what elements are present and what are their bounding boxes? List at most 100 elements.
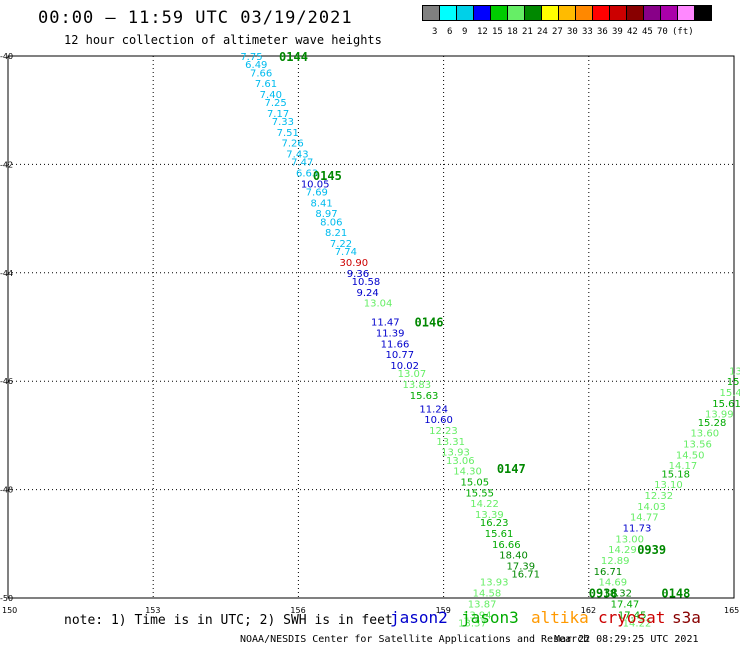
wave-height-value: 13.94 (463, 610, 492, 621)
pass-time-label: 0939 (637, 543, 666, 557)
legend-label: 27 (552, 27, 563, 37)
page-subtitle: 12 hour collection of altimeter wave hei… (64, 33, 382, 47)
legend-label: 6 (447, 27, 453, 37)
wave-height-value: 7.61 (255, 79, 277, 90)
wave-height-value: 15.2 (727, 377, 740, 388)
x-tick-label: 162 (581, 606, 596, 615)
wave-height-value: 14.22 (470, 499, 499, 510)
satellite-label: cryosat (598, 608, 666, 627)
wave-height-value: 10.58 (352, 277, 381, 288)
wave-height-value: 14.77 (630, 513, 659, 524)
wave-height-value: 8.06 (320, 217, 342, 228)
wave-height-value: 14.30 (453, 467, 482, 478)
wave-height-value: 13.83 (402, 380, 431, 391)
page-title: 00:00 – 11:59 UTC 03/19/2021 (38, 8, 353, 28)
legend-label: 33 (582, 27, 593, 37)
wave-height-value: 16.71 (511, 570, 540, 581)
legend-label: (ft) (672, 27, 694, 37)
satellite-label: s3a (672, 608, 701, 627)
wave-height-value: 11.73 (623, 524, 652, 535)
wave-height-value: 14.58 (473, 589, 502, 600)
satellite-label: jason2 (390, 608, 448, 627)
wave-height-value: 15.61 (712, 399, 740, 410)
legend-label: 30 (567, 27, 578, 37)
wave-height-value: 11.47 (371, 318, 400, 329)
wave-height-value: 7.25 (265, 98, 287, 109)
wave-height-value: 6.49 (245, 60, 267, 71)
legend-label: 9 (462, 27, 468, 37)
pass-time-label: 0147 (497, 462, 526, 476)
legend-label: 70 (657, 27, 668, 37)
footer-timestamp: Mar 22 08:29:25 UTC 2021 (554, 634, 699, 645)
wave-height-value: 6.63 (296, 169, 318, 180)
wave-height-value: 13.06 (446, 456, 475, 467)
wave-height-value: 13 (729, 366, 740, 377)
y-tick-label: -44 (0, 269, 13, 278)
wave-height-value: 16.23 (480, 518, 509, 529)
wave-height-value: 14.03 (637, 502, 666, 513)
wave-height-value: 17.45 (618, 610, 647, 621)
pass-time-label: 0148 (661, 587, 690, 601)
wave-height-value: 8.21 (325, 228, 347, 239)
wave-height-value: 12.23 (429, 426, 458, 437)
wave-height-value: 12.32 (644, 491, 673, 502)
satellite-label: jason3 (461, 608, 519, 627)
x-tick-label: 159 (436, 606, 451, 615)
legend-label: 18 (507, 27, 518, 37)
wave-height-value: 13.00 (615, 534, 644, 545)
legend-label: 36 (597, 27, 608, 37)
wave-height-value: 7.26 (281, 139, 303, 150)
wave-height-value: 17.47 (611, 599, 640, 610)
wave-height-value: 7.51 (277, 128, 299, 139)
wave-height-value: 14.17 (669, 461, 698, 472)
wave-height-value: 30.90 (340, 258, 369, 269)
pass-time-label: 0144 (279, 50, 308, 64)
wave-height-value: 13.99 (705, 410, 734, 421)
legend-label: 15 (492, 27, 503, 37)
wave-height-color-legend: 3 6 9 12 15 18 21 24 27 30 33 36 39 42 45 70 (ft) (422, 5, 712, 37)
wave-height-value: 15.49 (719, 388, 740, 399)
legend-label: 39 (612, 27, 623, 37)
wave-height-value: 15.18 (661, 469, 690, 480)
x-tick-label: 156 (290, 606, 305, 615)
satellite-label: altika (531, 608, 589, 627)
wave-height-value: 13.07 (398, 369, 427, 380)
wave-height-value: 15.61 (485, 529, 514, 540)
wave-height-value: 9.36 (347, 269, 369, 280)
wave-height-value: 7.17 (267, 109, 289, 120)
footer-credit: NOAA/NESDIS Center for Satellite Applica… (240, 634, 590, 645)
y-tick-label: -46 (0, 377, 13, 386)
wave-height-value: 7.74 (335, 247, 357, 258)
x-tick-label: 165 (724, 606, 739, 615)
wave-height-value: 13.39 (475, 510, 504, 521)
wave-height-value: 7.22 (330, 239, 352, 250)
wave-height-value: 7.43 (286, 150, 308, 161)
y-tick-label: -48 (0, 486, 13, 495)
wave-height-value: 13.10 (654, 480, 683, 491)
wave-height-value: 7.33 (272, 117, 294, 128)
pass-time-label: 0146 (415, 316, 444, 330)
wave-height-value: 14.29 (608, 545, 637, 556)
wave-height-value: 13.93 (480, 578, 509, 589)
wave-height-value: 9.24 (356, 288, 378, 299)
wave-height-value: 18.32 (603, 589, 632, 600)
wave-height-value: 16.66 (492, 540, 521, 551)
wave-height-value: 8.41 (311, 198, 333, 209)
legend-label: 12 (477, 27, 488, 37)
wave-height-value: 12.89 (601, 556, 630, 567)
wave-height-value: 15.55 (465, 488, 494, 499)
wave-height-value: 11.39 (376, 328, 405, 339)
legend-label: 3 (432, 27, 438, 37)
wave-height-value: 14.50 (676, 450, 705, 461)
x-tick-label: 150 (2, 606, 17, 615)
wave-height-value: 15.63 (410, 391, 439, 402)
wave-height-value: 17.39 (507, 561, 536, 572)
legend-swatch (694, 5, 712, 21)
footer-note: note: 1) Time is in UTC; 2) SWH is in fe… (64, 613, 393, 628)
y-tick-label: -42 (0, 160, 13, 169)
wave-height-value: 13.37 (458, 618, 487, 629)
pass-time-label: 0938 (589, 587, 618, 601)
wave-height-value: 13.04 (364, 299, 393, 310)
wave-height-value: 18.40 (499, 551, 528, 562)
